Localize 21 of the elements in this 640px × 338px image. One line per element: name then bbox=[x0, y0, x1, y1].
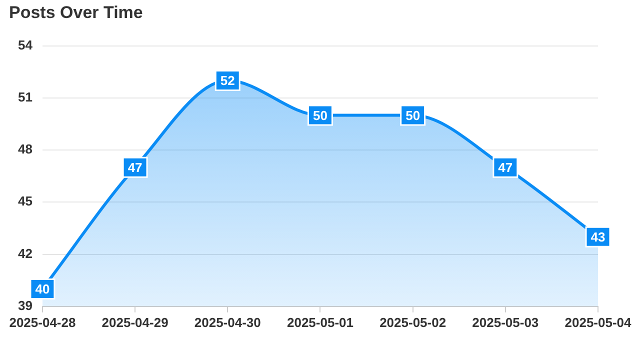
x-tick-label: 2025-05-02 bbox=[380, 314, 446, 330]
x-tick-label: 2025-04-30 bbox=[194, 314, 261, 330]
x-tick-label: 2025-05-04 bbox=[564, 314, 632, 330]
data-label: 47 bbox=[498, 160, 513, 175]
y-tick-label: 51 bbox=[18, 90, 32, 104]
y-tick-label: 42 bbox=[18, 246, 32, 261]
data-label: 40 bbox=[35, 282, 50, 297]
x-tick-label: 2025-05-01 bbox=[286, 314, 354, 330]
x-tick-label: 2025-04-28 bbox=[9, 314, 76, 330]
data-label: 50 bbox=[312, 108, 328, 123]
x-tick-label: 2025-05-03 bbox=[472, 314, 539, 330]
data-label: 52 bbox=[220, 73, 235, 88]
x-tick-label: 2025-04-29 bbox=[102, 314, 168, 330]
y-tick-label: 39 bbox=[18, 298, 32, 313]
y-tick-label: 54 bbox=[18, 37, 34, 52]
data-label: 47 bbox=[128, 160, 142, 175]
data-label: 50 bbox=[406, 108, 420, 123]
y-tick-label: 48 bbox=[18, 142, 32, 157]
data-label: 43 bbox=[590, 229, 606, 244]
chart-title: Posts Over Time bbox=[9, 3, 143, 23]
y-tick-label: 45 bbox=[18, 194, 32, 209]
